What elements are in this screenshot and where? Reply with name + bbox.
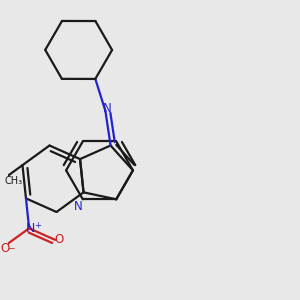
Text: +: + — [34, 221, 41, 230]
Text: O: O — [0, 242, 9, 255]
Text: CH₃: CH₃ — [4, 176, 23, 186]
Text: N: N — [74, 200, 83, 213]
Text: N: N — [103, 102, 112, 115]
Text: N: N — [26, 222, 35, 235]
Text: −: − — [8, 243, 15, 252]
Text: O: O — [54, 233, 63, 246]
